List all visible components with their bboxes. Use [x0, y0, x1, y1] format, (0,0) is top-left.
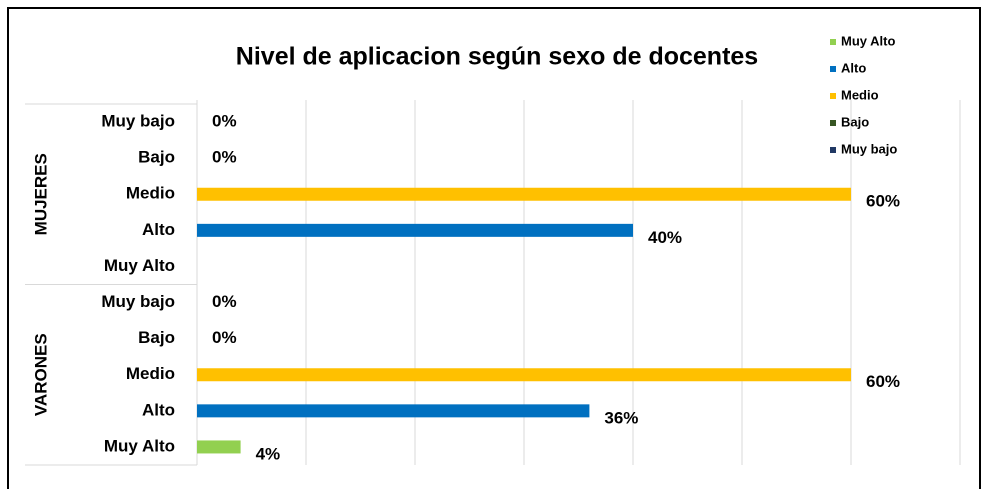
data-label: 4%	[256, 444, 281, 463]
data-label: 0%	[212, 328, 237, 347]
y-tick-label: Medio	[126, 364, 175, 383]
data-label: 60%	[866, 372, 900, 391]
y-tick-label: Muy Alto	[104, 256, 175, 275]
bar	[197, 187, 851, 201]
legend-label: Medio	[841, 87, 879, 102]
y-tick-label: Muy bajo	[101, 292, 175, 311]
legend-label: Alto	[841, 60, 866, 75]
y-tick-label: Bajo	[138, 148, 175, 167]
legend-swatch	[830, 93, 836, 99]
bar	[197, 368, 851, 382]
bar	[197, 440, 241, 454]
y-tick-label: Alto	[142, 400, 175, 419]
data-label: 60%	[866, 192, 900, 211]
y-tick-label: Alto	[142, 220, 175, 239]
y-tick-label: Muy bajo	[101, 112, 175, 131]
y-tick-label: Medio	[126, 184, 175, 203]
group-label: MUJERES	[31, 153, 50, 235]
bar	[197, 404, 590, 418]
chart-title: Nivel de aplicacion según sexo de docent…	[236, 43, 758, 71]
legend-swatch	[830, 66, 836, 72]
data-label: 0%	[212, 112, 237, 131]
data-label: 0%	[212, 148, 237, 167]
y-tick-label: Muy Alto	[104, 436, 175, 455]
group-label: VARONES	[31, 333, 50, 416]
legend-label: Muy Alto	[841, 33, 895, 48]
data-label: 36%	[604, 408, 638, 427]
data-label: 40%	[648, 228, 682, 247]
legend-label: Bajo	[841, 114, 869, 129]
legend-swatch	[830, 39, 836, 45]
bar	[197, 223, 633, 237]
y-tick-label: Bajo	[138, 328, 175, 347]
legend-label: Muy bajo	[841, 141, 897, 156]
data-label: 0%	[212, 292, 237, 311]
legend-swatch	[830, 147, 836, 153]
legend-swatch	[830, 120, 836, 126]
